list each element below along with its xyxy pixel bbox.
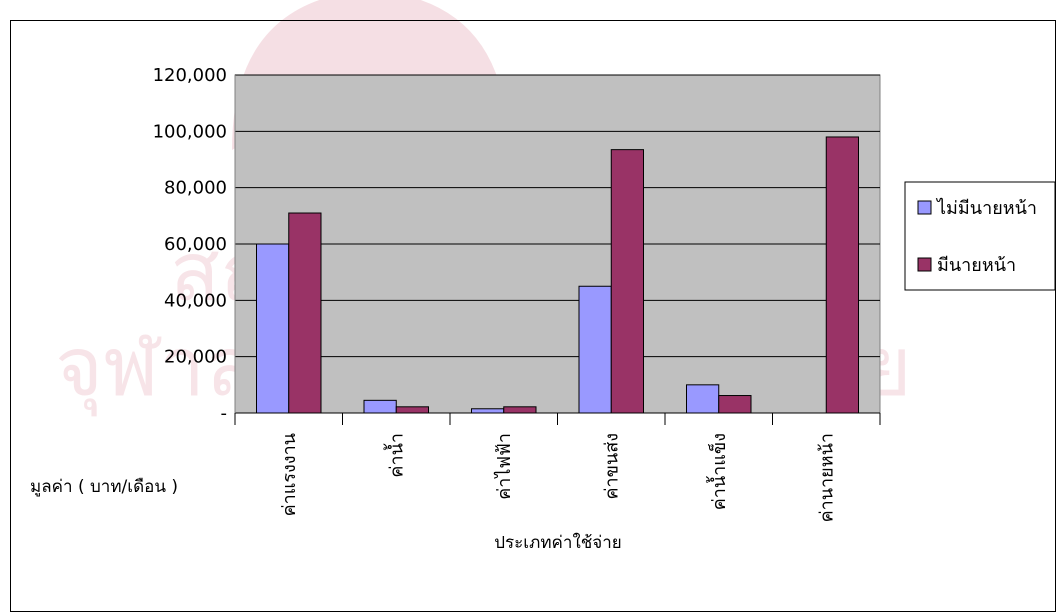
legend-swatch-series-2 xyxy=(917,257,932,272)
bar-series-2 xyxy=(288,212,322,414)
bar-series-1 xyxy=(363,399,397,414)
y-tick-label: 60,000 xyxy=(164,234,227,255)
y-tick-label: 40,000 xyxy=(164,290,227,311)
x-axis-title: ประเภทค่าใช้จ่าย xyxy=(494,532,622,553)
x-tick-label: ค่าแรงงาน xyxy=(279,433,300,516)
y-tick-label: - xyxy=(221,403,228,424)
bar-series-2 xyxy=(610,149,644,414)
bar-series-2 xyxy=(503,406,537,414)
bar-series-2 xyxy=(395,406,429,414)
legend: ไม่มีนายหน้า มีนายหน้า xyxy=(904,181,1056,291)
x-tick-label: ค่าน้ำแข็ง xyxy=(706,433,730,510)
bars xyxy=(256,136,859,414)
bar-series-1 xyxy=(256,243,290,414)
y-axis-title: มูลค่า ( บาท/เดือน ) xyxy=(30,477,178,497)
bar-series-2 xyxy=(718,395,752,414)
legend-label-series-1: ไม่มีนายหน้า xyxy=(935,197,1037,219)
bar-series-1 xyxy=(471,408,505,414)
legend-label-series-2: มีนายหน้า xyxy=(937,255,1016,276)
bar-series-1 xyxy=(578,285,612,414)
chart-frame xyxy=(10,20,1056,612)
y-tick-label: 100,000 xyxy=(153,121,227,142)
legend-box xyxy=(904,181,1056,291)
y-tick-labels: - 20,000 40,000 60,000 80,000 100,000 120,000 xyxy=(153,65,227,424)
y-tick-label: 120,000 xyxy=(153,65,227,86)
x-tick-label: ค่าน้ำ xyxy=(383,433,407,478)
bar-series-1 xyxy=(686,384,720,414)
gridlines xyxy=(235,74,880,358)
y-tick-label: 20,000 xyxy=(164,347,227,368)
x-tick-label: ค่าไฟฟ้า xyxy=(493,433,515,500)
bar-series-2 xyxy=(825,136,859,414)
x-tick-labels: ค่าแรงงาน ค่าน้ำ ค่าไฟฟ้า ค่าขนส่ง ค่าน้ำแข็… xyxy=(279,433,838,522)
x-tick-label: ค่าขนส่ง xyxy=(601,433,622,500)
axes xyxy=(234,75,881,425)
y-tick-label: 80,000 xyxy=(164,178,227,199)
x-tick-label: ค่านายหน้า xyxy=(816,433,837,522)
legend-swatch-series-1 xyxy=(917,200,932,215)
